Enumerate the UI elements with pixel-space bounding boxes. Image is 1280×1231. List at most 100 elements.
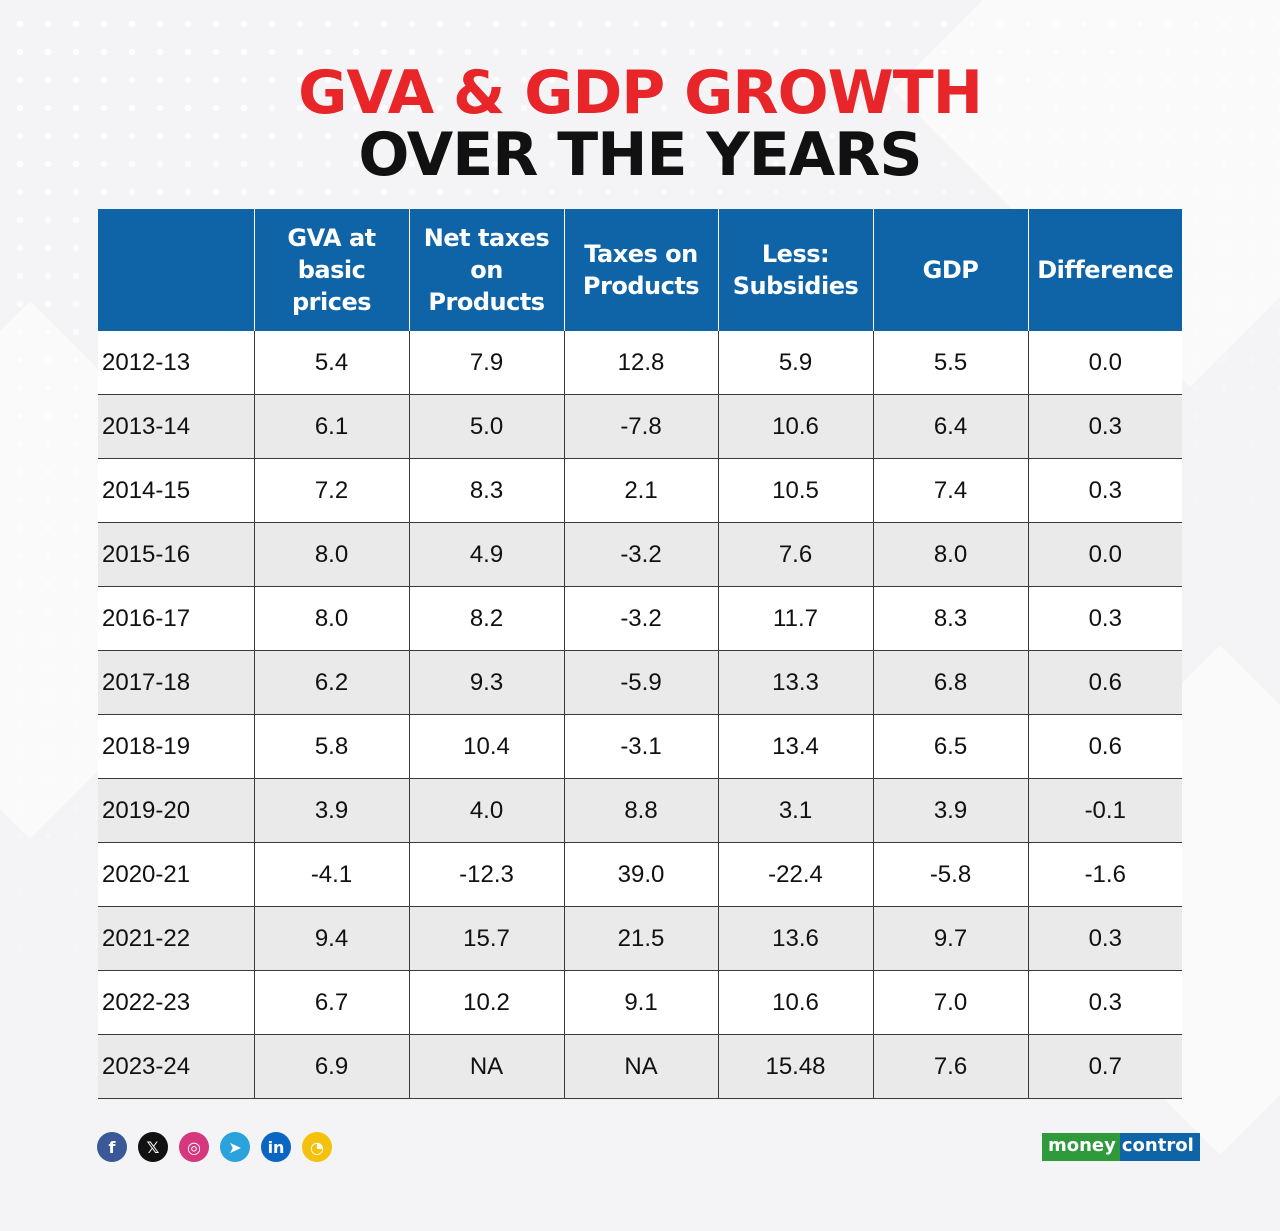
cell-difference: 0.0	[1027, 522, 1182, 587]
cell-taxes-on-products: 2.1	[563, 458, 718, 523]
cell-net-taxes-on-products: 8.2	[408, 586, 564, 651]
table-header-row: GVA at basic prices Net taxes on Products…	[98, 209, 1182, 331]
cell-less-subsidies: 11.7	[717, 586, 873, 651]
cell-taxes-on-products: -3.1	[563, 714, 718, 779]
cell-gdp: 7.4	[872, 458, 1028, 523]
cell-less-subsidies: 10.6	[717, 394, 873, 459]
cell-net-taxes-on-products: 7.9	[408, 331, 564, 395]
column-header-less-subsidies: Less: Subsidies	[717, 209, 873, 331]
table-row: 2020-21 -4.1 -12.3 39.0 -22.4 -5.8 -1.6	[98, 842, 1182, 907]
cell-gdp: -5.8	[872, 842, 1028, 907]
cell-taxes-on-products: 9.1	[563, 970, 718, 1035]
cell-difference: -0.1	[1027, 778, 1182, 843]
cell-gva-basic-prices: 6.2	[253, 650, 409, 715]
koo-icon[interactable]: ◔	[302, 1132, 332, 1162]
cell-gva-basic-prices: 7.2	[253, 458, 409, 523]
cell-difference: 0.7	[1027, 1034, 1182, 1099]
table-row: 2019-20 3.9 4.0 8.8 3.1 3.9 -0.1	[98, 778, 1182, 843]
column-header-gdp: GDP	[872, 209, 1028, 331]
cell-gva-basic-prices: 6.7	[253, 970, 409, 1035]
cell-taxes-on-products: 21.5	[563, 906, 718, 971]
cell-net-taxes-on-products: 5.0	[408, 394, 564, 459]
cell-net-taxes-on-products: 10.4	[408, 714, 564, 779]
cell-net-taxes-on-products: 4.0	[408, 778, 564, 843]
cell-net-taxes-on-products: 9.3	[408, 650, 564, 715]
column-header-taxes-on-products: Taxes on Products	[563, 209, 718, 331]
cell-gva-basic-prices: 8.0	[253, 522, 409, 587]
column-header-year	[98, 209, 254, 331]
telegram-icon[interactable]: ➤	[220, 1132, 250, 1162]
cell-net-taxes-on-products: 4.9	[408, 522, 564, 587]
social-icons: f 𝕏 ◎ ➤ in ◔	[97, 1132, 332, 1162]
title-line-black: OVER THE YEARS	[358, 120, 922, 190]
cell-gva-basic-prices: 5.8	[253, 714, 409, 779]
table-row: 2014-15 7.2 8.3 2.1 10.5 7.4 0.3	[98, 458, 1182, 523]
cell-year: 2013-14	[98, 394, 254, 459]
cell-gdp: 7.6	[872, 1034, 1028, 1099]
cell-less-subsidies: 13.4	[717, 714, 873, 779]
table-row: 2017-18 6.2 9.3 -5.9 13.3 6.8 0.6	[98, 650, 1182, 715]
cell-taxes-on-products: 12.8	[563, 331, 718, 395]
column-header-difference: Difference	[1027, 209, 1182, 331]
cell-year: 2017-18	[98, 650, 254, 715]
cell-less-subsidies: -22.4	[717, 842, 873, 907]
instagram-icon[interactable]: ◎	[179, 1132, 209, 1162]
cell-taxes-on-products: -3.2	[563, 586, 718, 651]
cell-taxes-on-products: NA	[563, 1034, 718, 1099]
cell-year: 2012-13	[98, 331, 254, 395]
cell-difference: 0.3	[1027, 394, 1182, 459]
cell-difference: 0.3	[1027, 458, 1182, 523]
logo-part-control: control	[1119, 1133, 1200, 1161]
table-row: 2015-16 8.0 4.9 -3.2 7.6 8.0 0.0	[98, 522, 1182, 587]
cell-taxes-on-products: -5.9	[563, 650, 718, 715]
cell-year: 2014-15	[98, 458, 254, 523]
cell-less-subsidies: 7.6	[717, 522, 873, 587]
cell-difference: 0.0	[1027, 331, 1182, 395]
cell-gdp: 5.5	[872, 331, 1028, 395]
cell-difference: 0.3	[1027, 970, 1182, 1035]
cell-less-subsidies: 5.9	[717, 331, 873, 395]
cell-taxes-on-products: 39.0	[563, 842, 718, 907]
cell-less-subsidies: 3.1	[717, 778, 873, 843]
cell-gva-basic-prices: 8.0	[253, 586, 409, 651]
cell-difference: 0.6	[1027, 650, 1182, 715]
cell-gdp: 6.8	[872, 650, 1028, 715]
cell-year: 2020-21	[98, 842, 254, 907]
growth-table: GVA at basic prices Net taxes on Products…	[98, 209, 1182, 1099]
cell-difference: -1.6	[1027, 842, 1182, 907]
table-row: 2012-13 5.4 7.9 12.8 5.9 5.5 0.0	[98, 331, 1182, 395]
table-row: 2016-17 8.0 8.2 -3.2 11.7 8.3 0.3	[98, 586, 1182, 651]
cell-gva-basic-prices: 3.9	[253, 778, 409, 843]
cell-difference: 0.6	[1027, 714, 1182, 779]
facebook-icon[interactable]: f	[97, 1132, 127, 1162]
cell-gva-basic-prices: 6.9	[253, 1034, 409, 1099]
cell-gdp: 8.0	[872, 522, 1028, 587]
cell-net-taxes-on-products: 8.3	[408, 458, 564, 523]
cell-year: 2023-24	[98, 1034, 254, 1099]
table-row: 2023-24 6.9 NA NA 15.48 7.6 0.7	[98, 1034, 1182, 1099]
cell-net-taxes-on-products: -12.3	[408, 842, 564, 907]
title-line-red: GVA & GDP GROWTH	[298, 58, 983, 128]
cell-year: 2021-22	[98, 906, 254, 971]
linkedin-icon[interactable]: in	[261, 1132, 291, 1162]
cell-less-subsidies: 13.3	[717, 650, 873, 715]
infographic-title: GVA & GDP GROWTH OVER THE YEARS	[0, 62, 1280, 186]
cell-gva-basic-prices: 5.4	[253, 331, 409, 395]
table-row: 2022-23 6.7 10.2 9.1 10.6 7.0 0.3	[98, 970, 1182, 1035]
cell-gdp: 9.7	[872, 906, 1028, 971]
x-icon[interactable]: 𝕏	[138, 1132, 168, 1162]
cell-net-taxes-on-products: 15.7	[408, 906, 564, 971]
cell-year: 2022-23	[98, 970, 254, 1035]
cell-gva-basic-prices: -4.1	[253, 842, 409, 907]
cell-less-subsidies: 10.6	[717, 970, 873, 1035]
cell-taxes-on-products: -7.8	[563, 394, 718, 459]
cell-difference: 0.3	[1027, 586, 1182, 651]
moneycontrol-logo: money control	[1042, 1133, 1200, 1161]
cell-difference: 0.3	[1027, 906, 1182, 971]
cell-year: 2015-16	[98, 522, 254, 587]
cell-less-subsidies: 15.48	[717, 1034, 873, 1099]
cell-gva-basic-prices: 6.1	[253, 394, 409, 459]
cell-gdp: 3.9	[872, 778, 1028, 843]
cell-net-taxes-on-products: 10.2	[408, 970, 564, 1035]
table-row: 2013-14 6.1 5.0 -7.8 10.6 6.4 0.3	[98, 394, 1182, 459]
